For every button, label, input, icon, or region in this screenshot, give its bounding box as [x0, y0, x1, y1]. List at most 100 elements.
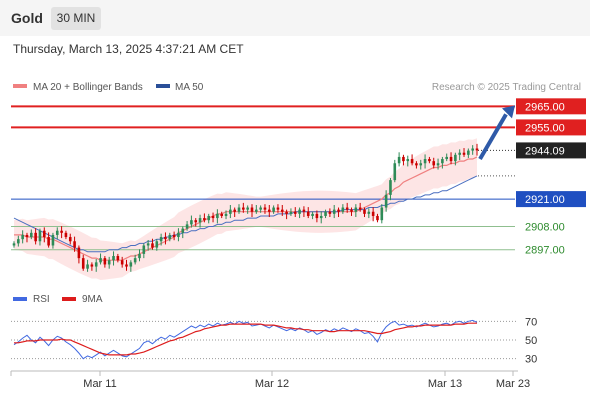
candle-body — [432, 161, 436, 166]
candle-body — [17, 239, 20, 244]
minor-level-label: 2908.00 — [525, 222, 565, 234]
candle-body — [280, 209, 284, 212]
candle-body — [376, 215, 379, 221]
candle-body — [60, 230, 63, 233]
rsi-ma-line — [14, 322, 477, 356]
candle-body — [467, 150, 470, 155]
candle-body — [55, 230, 59, 235]
forecast-arrow — [478, 105, 515, 161]
rsi-tick-label: 30 — [525, 354, 537, 366]
candle-body — [21, 234, 24, 240]
rsi-tick-label: 50 — [525, 335, 537, 347]
ma20-legend-swatch — [13, 84, 27, 88]
candle-body — [151, 243, 154, 248]
ma9-legend-swatch — [62, 297, 76, 301]
candle-body — [34, 232, 37, 242]
instrument-title: Gold — [11, 10, 43, 26]
candle-body — [272, 207, 275, 212]
candle-body — [423, 159, 427, 164]
candle-body — [341, 207, 345, 212]
candle-body — [194, 220, 198, 223]
candle-body — [224, 213, 228, 216]
candle-body — [371, 211, 375, 216]
moving-averages — [13, 156, 478, 261]
support-label: 2921.00 — [525, 194, 565, 206]
candle-body — [237, 207, 241, 212]
candle-body — [233, 209, 236, 212]
x-tick-label: Mar 12 — [255, 378, 289, 390]
forecast-arrow-shaft — [478, 113, 508, 161]
candle-body — [285, 211, 288, 214]
candle-body — [159, 237, 163, 242]
x-tick-label: Mar 11 — [83, 378, 116, 390]
bollinger-bands — [14, 138, 477, 281]
candle-body — [306, 211, 310, 216]
candle-body — [177, 232, 180, 238]
x-tick-label: Mar 23 — [496, 378, 530, 390]
candle-body — [449, 156, 453, 162]
candle-body — [406, 159, 410, 162]
rsi-grid: 70 50 30 — [11, 316, 537, 366]
candle-body — [471, 148, 474, 151]
forecast-arrow-head — [502, 105, 515, 119]
candle-body — [242, 207, 245, 210]
candle-body — [397, 156, 401, 164]
resistance-label: 2955.00 — [525, 122, 565, 134]
minor-level-label: 2897.00 — [525, 245, 565, 257]
candle-body — [94, 262, 98, 267]
candle-body — [246, 207, 249, 210]
candle-body — [120, 260, 124, 265]
rsi-line — [13, 319, 478, 360]
candle-body — [475, 148, 479, 151]
candle-body — [350, 209, 353, 212]
candle-body — [12, 243, 16, 246]
candle-body — [68, 237, 72, 242]
ma20-legend-label: MA 20 + Bollinger Bands — [33, 82, 143, 93]
candle-body — [207, 215, 211, 221]
support-label-box — [516, 191, 586, 208]
candle-body — [216, 213, 219, 219]
rsi-legend-swatch — [13, 297, 27, 301]
candle-body — [332, 209, 336, 214]
candle-body — [380, 207, 384, 221]
candle-body — [293, 211, 297, 214]
candle-body — [203, 218, 206, 221]
credit-text: Research © 2025 Trading Central — [432, 82, 581, 93]
x-tick-label: Mar 13 — [428, 378, 462, 390]
candle-body — [250, 207, 254, 212]
candle-body — [384, 194, 388, 208]
candle-body — [229, 209, 232, 214]
candle-body — [146, 243, 150, 246]
candle-body — [436, 163, 440, 166]
bollinger-band-area — [14, 138, 477, 281]
ma50-legend-swatch — [156, 84, 170, 88]
candles — [12, 143, 479, 272]
candle-body — [255, 209, 258, 212]
candle-body — [220, 213, 224, 216]
rsi-tick-label: 70 — [525, 316, 537, 328]
candle-body — [298, 209, 301, 214]
candle-body — [190, 220, 193, 225]
candle-body — [367, 211, 371, 214]
candle-body — [389, 180, 392, 195]
candle-body — [441, 159, 444, 164]
candle-body — [267, 209, 271, 212]
candle-body — [81, 258, 85, 269]
candle-body — [393, 163, 397, 181]
candle-body — [354, 207, 358, 212]
candle-body — [289, 211, 293, 214]
candle-body — [30, 232, 33, 238]
candle-body — [155, 241, 159, 248]
resistance-label-box — [516, 98, 586, 115]
candle-body — [64, 232, 68, 238]
candle-body — [337, 209, 340, 212]
timeframe-button[interactable]: 30 MIN — [51, 7, 101, 30]
candle-body — [90, 264, 94, 267]
candle-body — [99, 258, 102, 263]
last-price-label: 2944.09 — [525, 145, 565, 157]
resistance-label-box — [516, 119, 586, 136]
ma50-line — [13, 175, 478, 253]
candle-body — [419, 163, 423, 166]
candle-body — [324, 211, 327, 216]
